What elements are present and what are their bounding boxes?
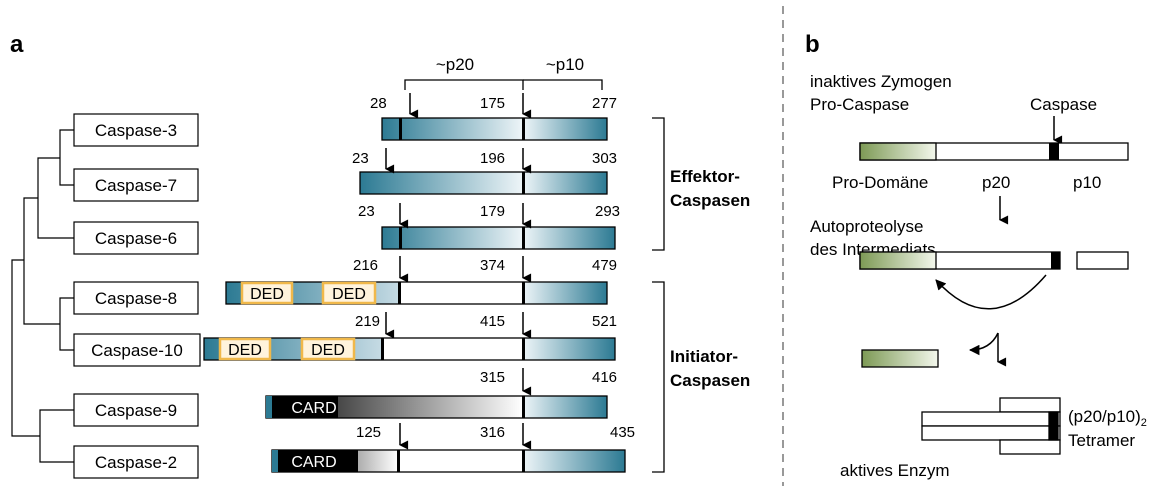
caspase-name: Caspase-10 [91,341,183,360]
caspase-3-cleavage-arrows [409,93,532,119]
caspase-10-ded-domain: DED [218,337,272,361]
pro-domain-label: Pro-Domäne [832,173,928,192]
caspase-8-ded-domain: DED [240,281,294,305]
caspase-10-start-position: 219 [355,313,380,330]
caspase-box: Caspase-8 [73,281,199,315]
released-pro-domain [861,349,939,368]
p20-subunit-label: ~p20 [436,55,474,74]
release-arrow [968,332,999,356]
caspase-10-end-position: 521 [592,313,617,330]
p20-label: p20 [982,173,1010,192]
intermediate-bar [859,251,1061,270]
pro-caspase-label: Pro-Caspase [810,95,909,114]
caspase-box: Caspase-6 [73,221,199,255]
caspase-9-bar [265,395,608,419]
zymogen-label: inaktives Zymogen [810,72,952,91]
caspase-8-mid-position: 374 [480,257,505,274]
tetramer-label: Tetramer [1068,431,1135,450]
ded-domain-label: DED [228,342,262,359]
group-brackets [652,117,665,473]
card-domain-label: CARD [291,400,336,417]
caspase-7-mid-position: 196 [480,150,505,167]
caspase-name: Caspase-9 [95,401,177,420]
caspase-2-cleavage-arrows [399,423,532,450]
effector-caspases-label: Caspasen [670,191,750,210]
caspase-box: Caspase-2 [73,445,199,479]
ded-domain-label: DED [311,342,345,359]
caspase-name-boxes: Caspase-3 Caspase-7 Caspase-6 Caspase-8 … [73,113,201,479]
caspase-2-end-position: 435 [610,424,635,441]
tetramer [921,397,1061,455]
caspase-name: Caspase-2 [95,453,177,472]
caspase-box: Caspase-7 [73,168,199,202]
caspase-8-ded-domain: DED [321,281,377,305]
caspase-6-end-position: 293 [595,203,620,220]
caspase-6-bar [381,226,616,250]
active-enzyme-label: aktives Enzym [840,461,950,480]
panel-a-label: a [10,31,24,58]
card-domain-label: CARD [291,454,336,471]
caspase-8-cleavage-arrows [399,256,532,283]
p10-subunit-label: ~p10 [546,55,584,74]
tetramer-formula: (p20/p10)2 [1068,407,1147,429]
caspase-name: Caspase-6 [95,229,177,248]
caspase-6-mid-position: 179 [480,203,505,220]
caspase-7-bar [359,171,608,195]
ded-domain-label: DED [250,286,284,303]
caspase-box: Caspase-10 [73,333,201,367]
caspase-3-start-position: 28 [370,95,387,112]
caspase-name: Caspase-3 [95,121,177,140]
autocleavage-arrow [935,274,1047,310]
caspase-3-mid-position: 175 [480,95,505,112]
effector-caspases-label: Effektor- [670,167,740,186]
caspase-8-end-position: 479 [592,257,617,274]
p10-fragment [1076,251,1129,270]
caspase-10-ded-domain: DED [300,337,356,361]
caspase-cleavage-label: Caspase [1030,95,1097,114]
caspase-8-start-position: 216 [353,257,378,274]
subunit-brackets [404,79,603,90]
caspase-7-start-position: 23 [352,150,369,167]
caspase-6-start-position: 23 [358,203,375,220]
caspase-name: Caspase-8 [95,289,177,308]
zymogen-bar [859,142,1129,161]
panel-b-label: b [805,31,820,58]
caspase-3-bar [381,117,608,141]
ded-domain-label: DED [332,286,366,303]
caspase-6-cleavage-arrows [399,203,532,229]
caspase-box: Caspase-3 [73,113,199,147]
caspase-10-mid-position: 415 [480,313,505,330]
phylogenetic-tree [11,129,74,463]
caspase-10-cleavage-arrows [385,312,532,339]
autoproteolysis-label: Autoproteolyse [810,217,923,236]
caspase-3-end-position: 277 [592,95,617,112]
caspase-7-end-position: 303 [592,150,617,167]
caspase-9-mid-position: 315 [480,369,505,386]
initiator-caspases-label: Caspasen [670,371,750,390]
caspase-name: Caspase-7 [95,176,177,195]
caspase-9-end-position: 416 [592,369,617,386]
caspase-box: Caspase-9 [73,393,199,427]
caspase-7-cleavage-arrows [385,148,532,174]
p10-label: p10 [1073,173,1101,192]
caspase-2-start-position: 125 [356,424,381,441]
caspase-2-bar [271,449,626,473]
initiator-caspases-label: Initiator- [670,347,738,366]
caspase-2-mid-position: 316 [480,424,505,441]
